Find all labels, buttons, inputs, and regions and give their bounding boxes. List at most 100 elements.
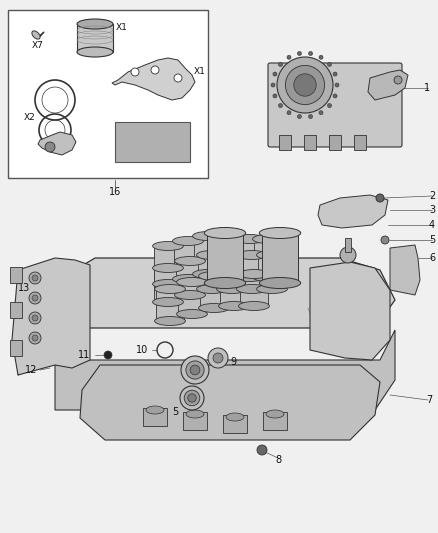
Circle shape <box>104 351 112 359</box>
Bar <box>216 239 244 277</box>
Bar <box>207 233 243 283</box>
Polygon shape <box>55 330 395 410</box>
Ellipse shape <box>259 228 301 238</box>
Bar <box>154 267 182 302</box>
Ellipse shape <box>237 251 268 260</box>
Circle shape <box>294 74 316 96</box>
Ellipse shape <box>257 285 287 294</box>
Text: 4: 4 <box>429 220 435 230</box>
Circle shape <box>32 335 38 341</box>
Circle shape <box>333 72 337 76</box>
Ellipse shape <box>173 237 203 246</box>
Polygon shape <box>10 302 22 318</box>
Ellipse shape <box>253 272 283 281</box>
Circle shape <box>180 386 204 410</box>
Text: 5: 5 <box>429 235 435 245</box>
Circle shape <box>32 275 38 281</box>
Circle shape <box>287 55 291 59</box>
Bar <box>115 122 190 162</box>
Circle shape <box>32 295 38 301</box>
Bar <box>236 239 264 277</box>
Text: 6: 6 <box>429 253 435 263</box>
Ellipse shape <box>152 297 184 306</box>
Circle shape <box>181 356 209 384</box>
Polygon shape <box>112 58 195 100</box>
Polygon shape <box>18 300 55 375</box>
Bar <box>143 408 167 426</box>
Circle shape <box>335 83 339 87</box>
Circle shape <box>186 361 204 379</box>
Bar <box>218 254 246 289</box>
Ellipse shape <box>155 317 185 326</box>
Text: 12: 12 <box>25 365 37 375</box>
Circle shape <box>32 315 38 321</box>
Circle shape <box>279 62 283 67</box>
Ellipse shape <box>152 263 184 272</box>
Ellipse shape <box>237 285 268 294</box>
Circle shape <box>29 292 41 304</box>
Ellipse shape <box>217 251 247 260</box>
Text: 8: 8 <box>275 455 281 465</box>
Circle shape <box>286 66 325 104</box>
Ellipse shape <box>215 272 245 281</box>
FancyBboxPatch shape <box>268 63 402 147</box>
Bar <box>329 135 341 150</box>
Bar <box>154 246 182 284</box>
Bar <box>345 238 351 252</box>
Circle shape <box>29 332 41 344</box>
Circle shape <box>340 247 356 263</box>
Ellipse shape <box>77 19 113 29</box>
Bar <box>77 24 113 52</box>
Circle shape <box>376 194 384 202</box>
Circle shape <box>297 52 301 55</box>
Ellipse shape <box>197 251 227 260</box>
Text: 7: 7 <box>426 395 432 405</box>
Bar <box>194 236 222 274</box>
Bar <box>223 415 247 433</box>
Circle shape <box>151 66 159 74</box>
Circle shape <box>190 365 200 375</box>
Bar <box>254 239 282 277</box>
Text: 11: 11 <box>78 350 90 360</box>
Ellipse shape <box>266 410 284 418</box>
Bar <box>279 135 291 150</box>
Ellipse shape <box>253 235 283 244</box>
Ellipse shape <box>77 47 113 57</box>
Polygon shape <box>38 132 76 155</box>
Circle shape <box>273 72 277 76</box>
Circle shape <box>213 353 223 363</box>
Polygon shape <box>10 340 22 356</box>
Bar <box>174 241 202 279</box>
Circle shape <box>208 348 228 368</box>
Bar <box>198 254 226 289</box>
Circle shape <box>271 83 275 87</box>
Ellipse shape <box>235 235 265 244</box>
Circle shape <box>174 74 182 82</box>
Circle shape <box>277 57 333 113</box>
Bar <box>262 233 298 283</box>
Circle shape <box>29 312 41 324</box>
Text: 1: 1 <box>424 83 430 93</box>
Polygon shape <box>390 245 420 295</box>
Ellipse shape <box>173 274 203 284</box>
Ellipse shape <box>152 279 184 288</box>
Bar <box>238 254 266 289</box>
Bar <box>183 412 207 430</box>
Circle shape <box>131 68 139 76</box>
Polygon shape <box>55 258 395 328</box>
Circle shape <box>287 111 291 115</box>
Text: 13: 13 <box>18 283 30 293</box>
Circle shape <box>394 76 402 84</box>
Ellipse shape <box>235 272 265 281</box>
Ellipse shape <box>198 303 230 312</box>
Circle shape <box>308 52 313 55</box>
Circle shape <box>273 94 277 98</box>
Ellipse shape <box>186 410 204 418</box>
Polygon shape <box>80 365 380 440</box>
Text: 10: 10 <box>136 345 148 355</box>
Circle shape <box>333 94 337 98</box>
Ellipse shape <box>32 31 40 39</box>
Bar <box>8 10 208 178</box>
Polygon shape <box>310 262 390 360</box>
Circle shape <box>381 236 389 244</box>
